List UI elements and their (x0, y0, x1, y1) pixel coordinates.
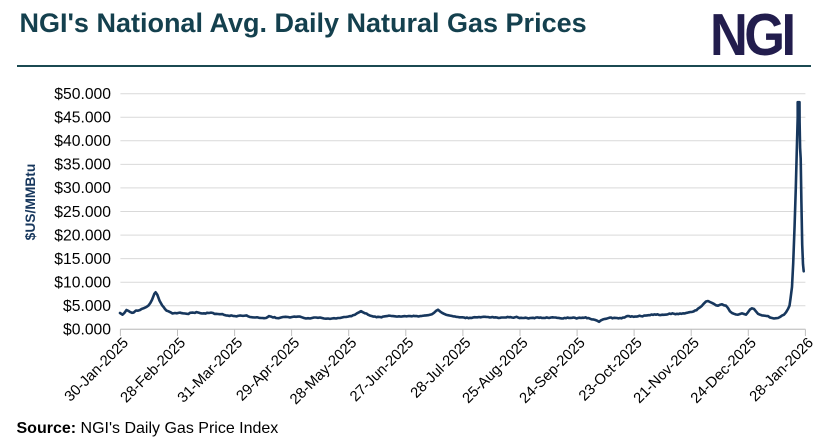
svg-text:$30.000: $30.000 (54, 180, 111, 197)
svg-text:$10.000: $10.000 (54, 275, 111, 292)
svg-text:$15.000: $15.000 (54, 251, 111, 268)
svg-text:$US/MMBtu: $US/MMBtu (23, 164, 38, 241)
svg-text:$25.000: $25.000 (54, 204, 111, 221)
svg-text:$35.000: $35.000 (54, 157, 111, 174)
svg-text:$0.000: $0.000 (63, 322, 111, 339)
svg-text:$5.000: $5.000 (63, 298, 111, 315)
svg-text:$40.000: $40.000 (54, 133, 111, 150)
svg-text:$45.000: $45.000 (54, 110, 111, 127)
svg-text:$50.000: $50.000 (54, 86, 111, 103)
svg-text:$20.000: $20.000 (54, 227, 111, 244)
